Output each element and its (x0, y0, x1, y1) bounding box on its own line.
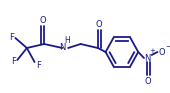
Text: −: − (165, 44, 170, 50)
Text: +: + (150, 48, 156, 54)
Text: N: N (59, 43, 66, 52)
Text: N: N (144, 53, 150, 62)
Text: H: H (64, 36, 70, 44)
Text: O: O (159, 48, 166, 57)
Text: O: O (144, 77, 151, 86)
Text: O: O (96, 20, 102, 28)
Text: F: F (9, 32, 14, 41)
Text: F: F (11, 57, 16, 66)
Text: O: O (40, 16, 47, 24)
Text: F: F (36, 61, 41, 70)
